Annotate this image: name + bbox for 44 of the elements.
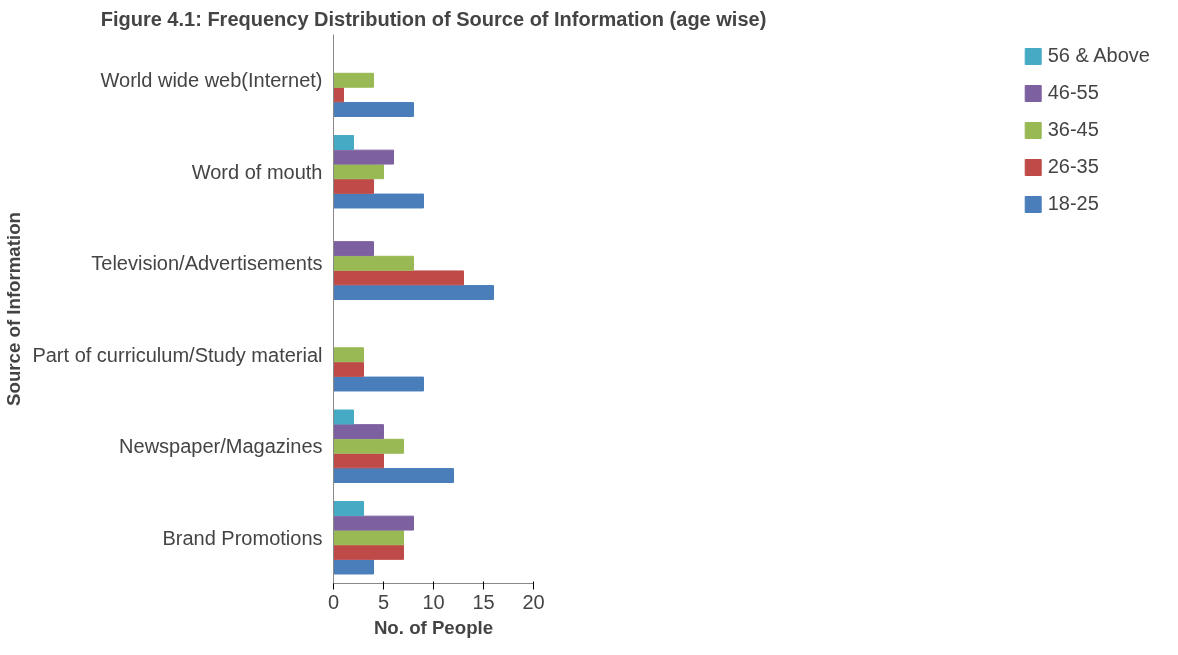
y-tick-label: Word of mouth <box>191 160 323 183</box>
legend-label: 56 & Above <box>1047 44 1150 67</box>
bar <box>333 270 464 286</box>
bar <box>333 424 384 440</box>
bar <box>333 87 344 103</box>
bar <box>333 468 454 483</box>
legend-label: 36-45 <box>1047 118 1099 141</box>
bar <box>333 376 424 392</box>
chart-title: Figure 4.1: Frequency Distribution of Source of Information (age wise) <box>100 7 767 30</box>
bar <box>333 347 364 363</box>
bar <box>333 438 404 454</box>
bar <box>333 530 404 546</box>
x-tick-label: 5 <box>377 590 390 613</box>
x-tick-label: 0 <box>327 590 340 613</box>
bar <box>333 178 374 194</box>
legend-label: 18-25 <box>1047 192 1099 215</box>
y-tick-label: World wide web(Internet) <box>100 69 323 92</box>
x-tick-label: 20 <box>522 590 545 613</box>
bar <box>333 102 414 117</box>
bar <box>333 559 374 575</box>
bar <box>333 149 394 165</box>
bar <box>333 409 354 425</box>
bar <box>333 72 374 88</box>
x-axis-title: No. of People <box>373 616 494 638</box>
legend-label: 26-35 <box>1047 155 1099 178</box>
y-axis-title: Source of Information <box>3 212 25 406</box>
bar <box>333 285 494 300</box>
bar <box>333 361 364 377</box>
y-tick-label: Television/Advertisements <box>91 252 323 275</box>
bar <box>333 193 424 209</box>
y-tick-label: Part of curriculum/Study material <box>32 343 323 366</box>
legend-label: 46-55 <box>1047 81 1099 104</box>
bar <box>333 135 354 150</box>
bar <box>333 501 364 516</box>
bar <box>333 453 384 469</box>
bar <box>333 164 384 180</box>
bar <box>333 515 414 531</box>
y-tick-label: Brand Promotions <box>162 526 323 549</box>
x-tick-label: 15 <box>472 590 495 613</box>
x-tick-label: 10 <box>422 590 445 613</box>
bar <box>333 255 414 271</box>
bar <box>333 544 404 560</box>
y-tick-label: Newspaper/Magazines <box>119 435 323 458</box>
bar <box>333 241 374 257</box>
